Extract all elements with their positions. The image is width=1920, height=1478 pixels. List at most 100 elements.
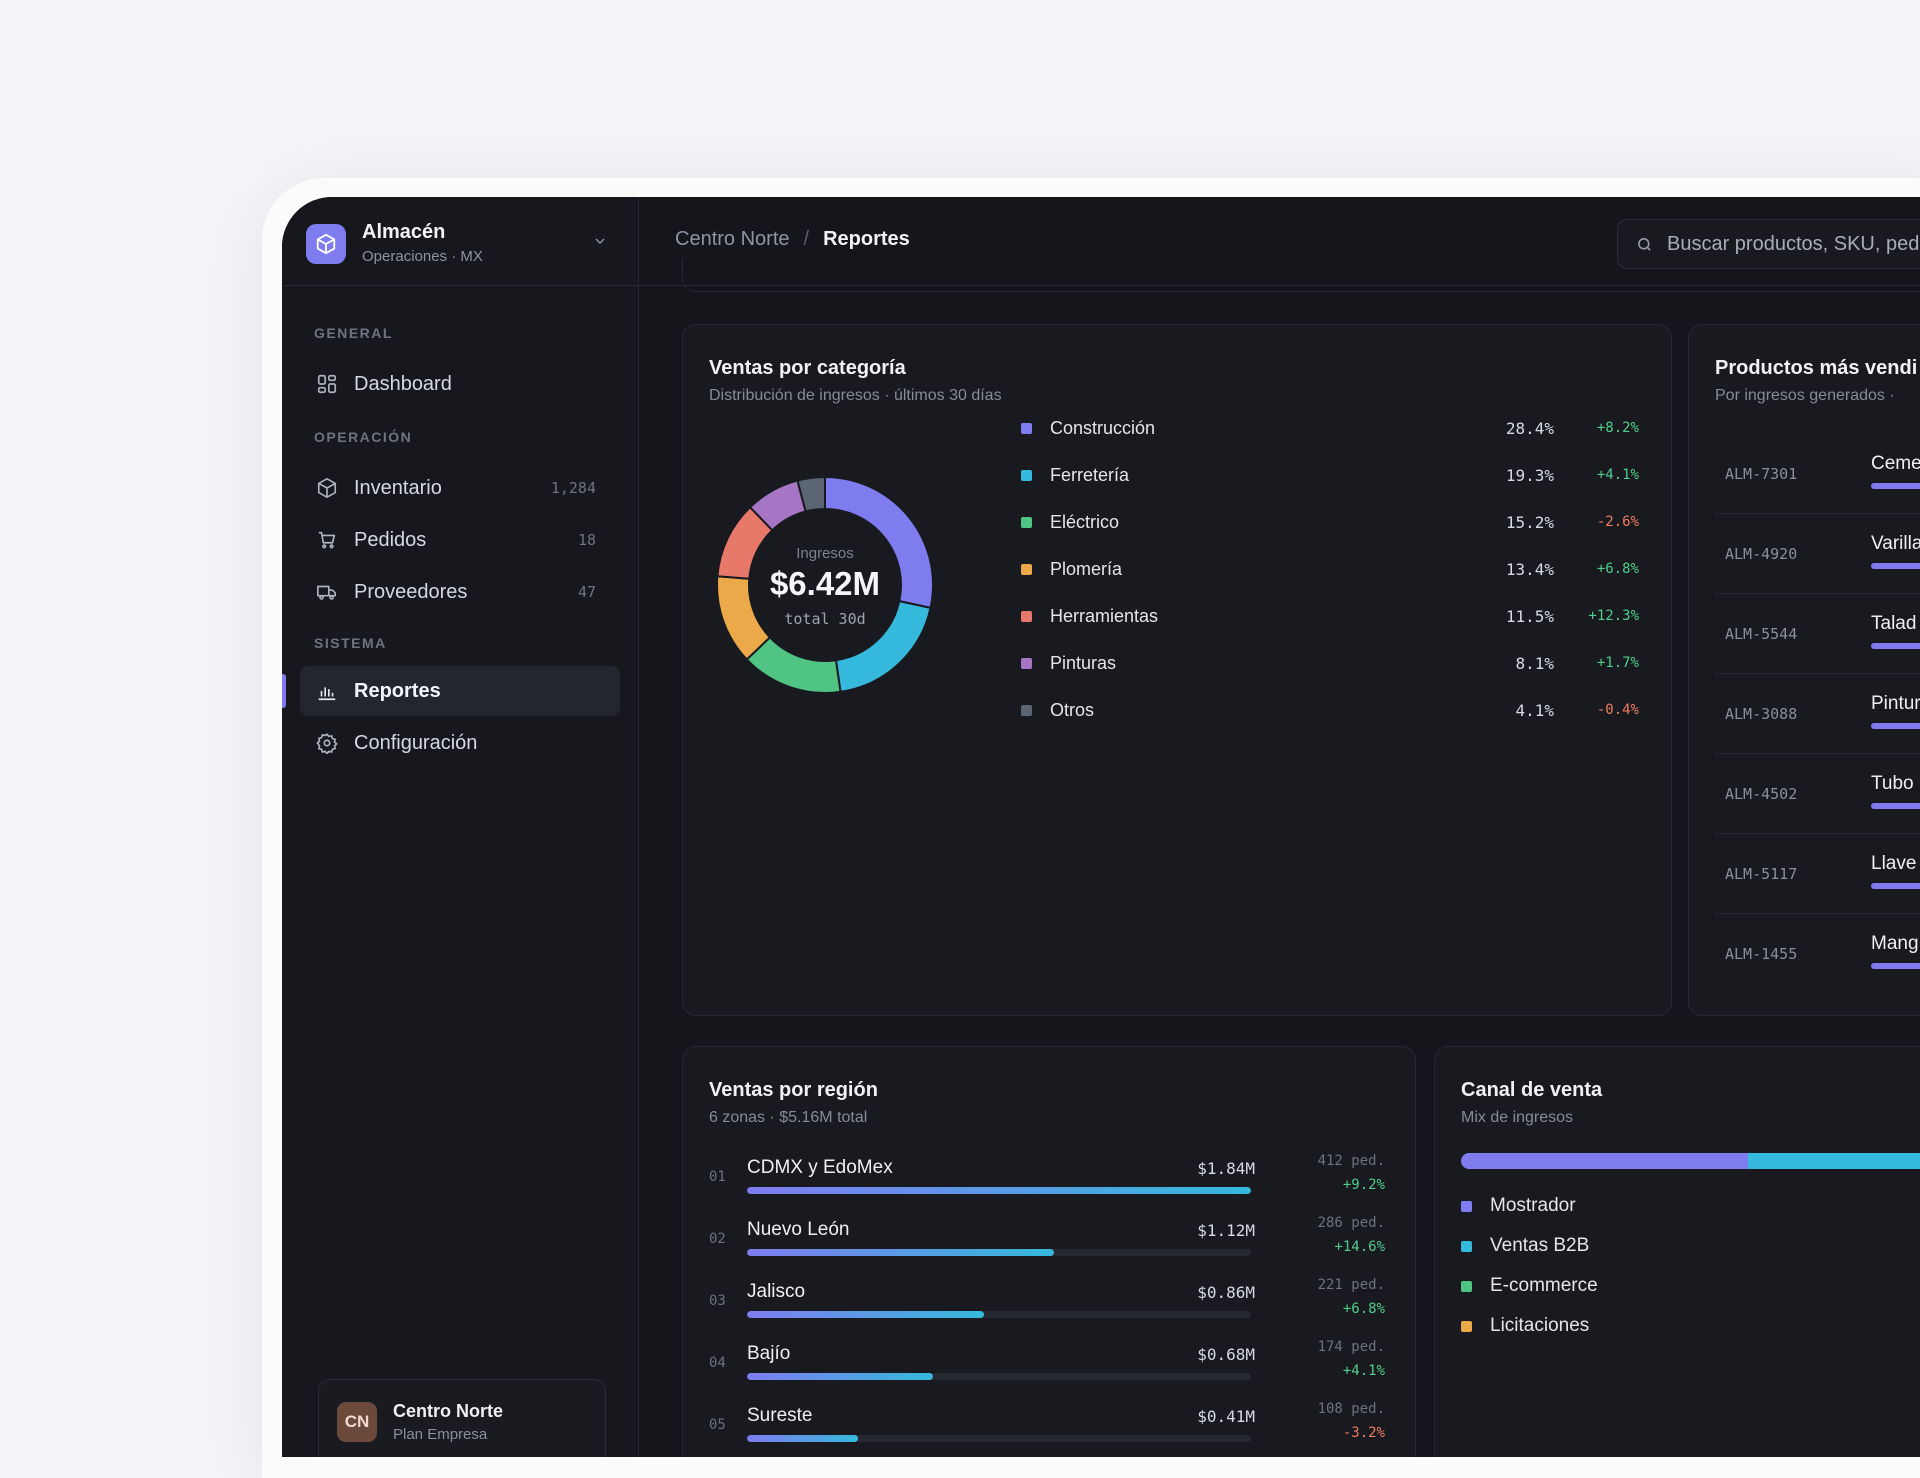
region-orders: 174 ped. [1317, 1339, 1385, 1355]
region-orders: 108 ped. [1317, 1401, 1385, 1417]
product-bar [1871, 803, 1920, 809]
workspace-switcher[interactable]: Almacén Operaciones · MX [282, 197, 638, 286]
legend-item: Pinturas 8.1% +1.7% [1021, 648, 1641, 678]
donut-slice-construcción[interactable] [824, 475, 934, 610]
account-card[interactable]: CN Centro Norte Plan Empresa [318, 1379, 606, 1457]
grid-icon [314, 371, 340, 397]
region-row[interactable]: 04 Bajío $0.68M 174 ped. +4.1% [709, 1337, 1389, 1397]
legend-swatch [1461, 1280, 1472, 1292]
card-subtitle: Por ingresos generados · [1715, 387, 1895, 404]
search-input[interactable] [1665, 231, 1920, 257]
region-bar-fill [747, 1187, 1251, 1194]
region-bar-fill [747, 1373, 934, 1380]
region-row[interactable]: 02 Nuevo León $1.12M 286 ped. +14.6% [709, 1213, 1389, 1273]
sidebar-item-label: Configuración [354, 731, 478, 754]
legend-item: Otros 4.1% -0.4% [1021, 695, 1641, 725]
legend-label: Construcción [1050, 417, 1156, 438]
product-sku: ALM-5117 [1725, 865, 1798, 883]
legend-swatch [1021, 422, 1032, 434]
previous-card-edge [682, 257, 1920, 292]
legend-change: +12.3% [1588, 608, 1639, 624]
truck-icon [314, 579, 340, 605]
sidebar-item-reportes[interactable]: Reportes [300, 666, 620, 716]
gear-icon [314, 730, 340, 756]
channel-label: Licitaciones [1490, 1315, 1590, 1336]
sidebar-item-label: Dashboard [354, 372, 452, 395]
region-orders: 221 ped. [1317, 1277, 1385, 1293]
nav-section-sistema: SISTEMA [314, 635, 387, 651]
product-bar [1871, 963, 1920, 969]
product-row[interactable]: ALM-7301 Ceme [1715, 433, 1920, 514]
region-value: $1.12M [1197, 1221, 1255, 1240]
sidebar-item-count: 18 [577, 531, 596, 549]
bar-chart-icon [314, 678, 340, 704]
region-change: +6.8% [1342, 1301, 1385, 1317]
legend-swatch [1021, 704, 1032, 716]
account-name: Centro Norte [393, 1401, 504, 1421]
region-row[interactable]: 01 CDMX y EdoMex $1.84M 412 ped. +9.2% [709, 1151, 1389, 1211]
breadcrumb-separator: / [803, 228, 810, 250]
product-sku: ALM-1455 [1725, 945, 1798, 963]
legend-item: Construcción 28.4% +8.2% [1021, 413, 1641, 443]
donut-slice-ferretería[interactable] [834, 599, 932, 694]
region-row[interactable]: 03 Jalisco $0.86M 221 ped. +6.8% [709, 1275, 1389, 1335]
channel-label: Mostrador [1490, 1195, 1576, 1216]
legend-label: Ferretería [1050, 464, 1130, 485]
channel-legend-item: Ventas B2B [1461, 1231, 1589, 1261]
product-row[interactable]: ALM-5117 Llave [1715, 833, 1920, 914]
sidebar-item-configuracion[interactable]: Configuración [300, 718, 620, 768]
region-change: -3.2% [1342, 1425, 1385, 1441]
legend-percent: 11.5% [1505, 606, 1554, 626]
sidebar-item-proveedores[interactable]: Proveedores 47 [300, 567, 620, 617]
region-value: $1.84M [1197, 1159, 1255, 1178]
legend-swatch [1461, 1320, 1472, 1332]
region-orders: 412 ped. [1317, 1153, 1385, 1169]
product-name: Varilla [1871, 533, 1920, 554]
region-rank: 01 [709, 1169, 726, 1185]
product-sku: ALM-3088 [1725, 705, 1798, 723]
region-bar-track [747, 1373, 1251, 1380]
product-name: Ceme [1871, 453, 1920, 474]
legend-percent: 4.1% [1515, 700, 1554, 720]
region-bar-track [747, 1311, 1251, 1318]
sidebar-item-inventario[interactable]: Inventario 1,284 [300, 463, 620, 513]
sidebar-item-dashboard[interactable]: Dashboard [300, 359, 620, 409]
legend-label: Herramientas [1050, 605, 1159, 626]
donut-slice-otros[interactable] [796, 475, 826, 513]
legend-swatch [1021, 657, 1032, 669]
region-sales-card: Ventas por región 6 zonas · $5.16M total… [682, 1046, 1416, 1457]
nav-section-operacion: OPERACIÓN [314, 429, 413, 445]
product-row[interactable]: ALM-1455 Mang [1715, 913, 1920, 993]
region-bar-track [747, 1187, 1251, 1194]
category-donut-chart [716, 475, 934, 694]
chevron-down-icon [592, 233, 608, 254]
region-name: Bajío [747, 1343, 791, 1364]
search-box[interactable] [1617, 219, 1920, 269]
sales-channel-card: Canal de venta Mix de ingresos Mostrador… [1434, 1046, 1920, 1457]
legend-swatch [1021, 563, 1032, 575]
search-icon [1636, 236, 1653, 253]
product-row[interactable]: ALM-5544 Talad [1715, 593, 1920, 674]
channel-legend-item: Licitaciones [1461, 1311, 1589, 1341]
region-row[interactable]: 05 Sureste $0.41M 108 ped. -3.2% [709, 1399, 1389, 1457]
legend-change: +8.2% [1596, 420, 1639, 436]
product-sku: ALM-5544 [1725, 625, 1798, 643]
breadcrumb-parent[interactable]: Centro Norte [675, 228, 790, 250]
product-row[interactable]: ALM-4920 Varilla [1715, 513, 1920, 594]
legend-swatch [1021, 469, 1032, 481]
legend-change: +6.8% [1596, 561, 1639, 577]
product-name: Tubo [1871, 773, 1914, 794]
region-change: +4.1% [1342, 1363, 1385, 1379]
legend-swatch [1021, 516, 1032, 528]
channel-label: E-commerce [1490, 1275, 1598, 1296]
workspace-subtitle: Operaciones · MX [362, 248, 483, 265]
card-title: Productos más vendi [1715, 357, 1918, 379]
sidebar-item-pedidos[interactable]: Pedidos 18 [300, 515, 620, 565]
channel-segment [1461, 1153, 1748, 1169]
legend-label: Plomería [1050, 558, 1123, 579]
product-row[interactable]: ALM-4502 Tubo [1715, 753, 1920, 834]
app-window: Almacén Operaciones · MX GENERAL Dashboa… [282, 197, 1920, 1457]
product-row[interactable]: ALM-3088 Pintur [1715, 673, 1920, 754]
top-products-card: Productos más vendi Por ingresos generad… [1688, 324, 1920, 1016]
region-value: $0.68M [1197, 1345, 1255, 1364]
